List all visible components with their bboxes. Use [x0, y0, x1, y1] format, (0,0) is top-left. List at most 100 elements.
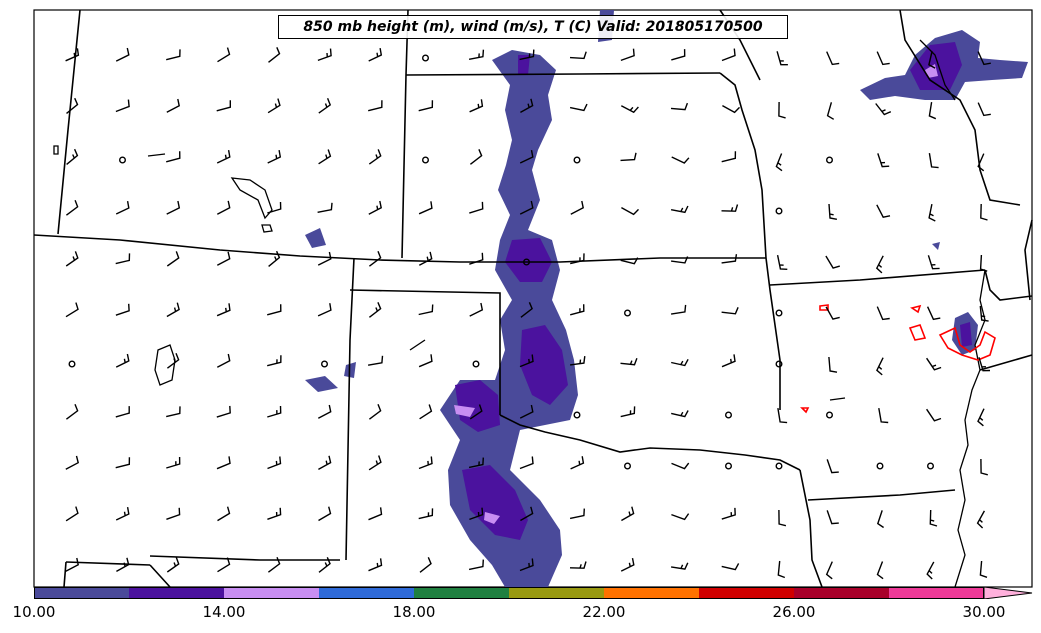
- wind-barb: [520, 302, 533, 318]
- wind-barb: [469, 507, 484, 521]
- wind-barb: [670, 205, 689, 214]
- wind-barb: [468, 49, 485, 60]
- wind-barb: [828, 356, 838, 373]
- wind-barb: [468, 457, 484, 469]
- calm-wind-circle: [573, 411, 581, 419]
- wind-barb: [980, 203, 988, 221]
- wind-barb: [217, 557, 231, 573]
- colorbar-tick-label: 22.00: [582, 603, 626, 621]
- wind-barb: [926, 357, 942, 371]
- wind-barb: [216, 353, 231, 368]
- calm-wind-circle: [523, 258, 531, 266]
- wind-barb: [671, 513, 690, 521]
- wind-barb: [776, 254, 788, 270]
- wind-barb: [721, 563, 740, 571]
- colorbar-tick-label: 30.00: [962, 603, 1006, 621]
- calm-wind-circle: [472, 360, 480, 368]
- wind-barb: [620, 357, 638, 366]
- wind-barb: [778, 509, 787, 527]
- wind-barb: [267, 557, 281, 573]
- wind-barb: [166, 507, 181, 520]
- wind-barb: [670, 304, 687, 315]
- wind-barb: [776, 51, 788, 66]
- calm-wind-circle: [775, 309, 783, 317]
- wind-barb: [828, 203, 838, 220]
- wind-barb: [671, 49, 686, 61]
- wind-barb: [368, 200, 382, 215]
- wind-barb: [569, 561, 587, 569]
- wind-barb: [928, 51, 936, 69]
- wind-barb: [826, 510, 839, 525]
- wind-barb: [620, 406, 636, 418]
- wind-barb: [878, 407, 889, 424]
- colorbar-segment: [319, 587, 414, 599]
- wind-barb: [368, 251, 382, 267]
- wind-barb: [418, 508, 434, 520]
- wind-barb: [671, 256, 689, 264]
- wind-barb: [570, 356, 586, 366]
- calm-wind-circle: [321, 360, 329, 368]
- wind-barb: [469, 201, 484, 214]
- wind-barb: [166, 151, 181, 163]
- wind-barb: [826, 459, 839, 474]
- wind-barb: [621, 506, 635, 522]
- wind-barb: [166, 98, 180, 113]
- wind-barb: [825, 306, 840, 320]
- wind-barb: [825, 255, 840, 269]
- wind-barb: [166, 200, 181, 215]
- wind-barb: [317, 48, 332, 62]
- calm-wind-circle: [725, 462, 733, 470]
- calm-wind-circle: [118, 156, 126, 164]
- wind-barb: [519, 354, 534, 368]
- colorbar-segment: [129, 587, 224, 599]
- wind-barb: [670, 102, 689, 111]
- wind-barb: [66, 148, 79, 165]
- wind-barb: [166, 251, 180, 267]
- wind-barb: [977, 408, 985, 427]
- wind-barb: [468, 559, 484, 571]
- wind-barb: [267, 201, 282, 214]
- wind-barb: [267, 405, 282, 418]
- wind-barb: [519, 149, 534, 164]
- wind-barb: [775, 153, 783, 172]
- wind-barb: [777, 560, 786, 579]
- wind-barb: [928, 203, 936, 222]
- calm-wind-circle: [775, 207, 783, 215]
- wind-barb: [721, 204, 739, 212]
- wind-barb: [620, 48, 635, 62]
- wind-barb: [116, 557, 130, 573]
- wind-barb: [216, 456, 231, 470]
- wind-barb: [926, 408, 942, 422]
- wind-barb: [65, 251, 79, 267]
- wind-barb: [876, 306, 890, 321]
- wind-barb: [469, 302, 484, 317]
- calm-wind-circle: [826, 411, 834, 419]
- wind-barb: [318, 506, 332, 522]
- wind-barb: [268, 250, 281, 267]
- wind-barb: [671, 462, 690, 470]
- wind-barb: [469, 404, 483, 420]
- wind-barb: [621, 206, 639, 216]
- wind-barb: [520, 506, 534, 522]
- colorbar-tick-label: 26.00: [772, 603, 816, 621]
- wind-barb: [267, 355, 282, 367]
- colorbar-segment: [604, 587, 699, 599]
- wind-barb: [65, 302, 79, 318]
- wind-barb: [826, 102, 835, 120]
- colorbar-segment: [224, 587, 319, 599]
- wind-barb: [979, 305, 989, 322]
- wind-barb: [115, 506, 130, 521]
- wind-barb: [671, 156, 690, 164]
- wind-barb: [929, 509, 938, 527]
- wind-barb: [976, 510, 986, 529]
- wind-barb: [65, 48, 80, 62]
- wind-barbs: [65, 47, 991, 580]
- wind-barb: [469, 99, 484, 113]
- wind-barb: [115, 99, 130, 113]
- wind-barb: [318, 455, 332, 471]
- temperature-contours: [800, 304, 996, 414]
- wind-barb: [876, 204, 891, 218]
- wind-barb: [419, 404, 433, 420]
- wind-barb: [216, 149, 231, 164]
- wind-barb: [418, 304, 434, 316]
